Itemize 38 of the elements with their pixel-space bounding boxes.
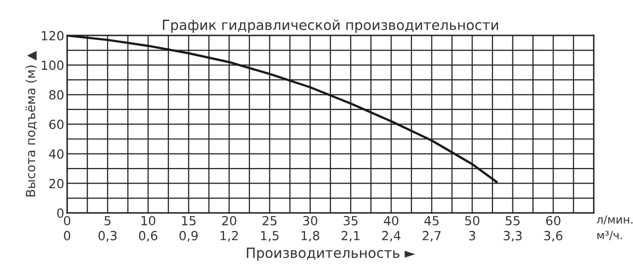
x-tick-label: 55 [506,216,520,226]
x2-axis-title: м³/ч. [597,230,622,240]
y-tick-label: 60 [49,120,64,130]
y-tick-label: 80 [49,90,64,100]
x2-tick-label: 2,4 [382,230,400,242]
x-tick-label: 40 [384,216,398,226]
y-tick-label: 20 [49,178,64,188]
x2-tick-label: 3 [469,230,476,240]
y-tick-label: 0 [57,208,64,218]
x2-tick-label: 3,3 [504,230,522,242]
x-tick-label: 5 [104,216,110,226]
x-axis-title: Производительность ► [246,248,416,261]
x-tick-label: 25 [262,216,277,226]
x2-tick-label: 1,5 [261,231,279,242]
y-tick-label: 100 [42,60,64,70]
x-tick-label: 35 [344,216,358,226]
x-tick-label: 0 [64,216,70,226]
x-tick-label: 50 [465,216,480,226]
y-tick-label: 120 [42,30,64,40]
x-tick-label: 30 [303,216,318,226]
x2-tick-label: 1,8 [302,230,320,242]
chart-title: График гидравлической производительности [162,19,498,33]
y-axis-title: Высота подъёма (м) ▲ [26,50,37,196]
text: л/мин. [596,215,632,225]
x2-tick-label: 2,1 [342,230,360,242]
x2-tick-label: 0,9 [180,230,198,242]
x2-tick-label: 0,3 [98,230,117,242]
x2-tick-label: 2,7 [422,230,441,242]
x-tick-label: 60 [546,216,560,226]
x-tick-label: 10 [142,216,156,226]
x2-tick-label: 3,6 [544,230,562,242]
x2-tick-label: 0,6 [139,230,158,242]
y-tick-label: 40 [49,149,64,159]
x2-tick-label: 1,2 [220,230,238,242]
x-tick-label: 45 [424,216,439,226]
x-tick-label: 20 [222,216,236,226]
x2-tick-label: 0 [64,230,70,240]
x-tick-label: 15 [182,216,196,226]
